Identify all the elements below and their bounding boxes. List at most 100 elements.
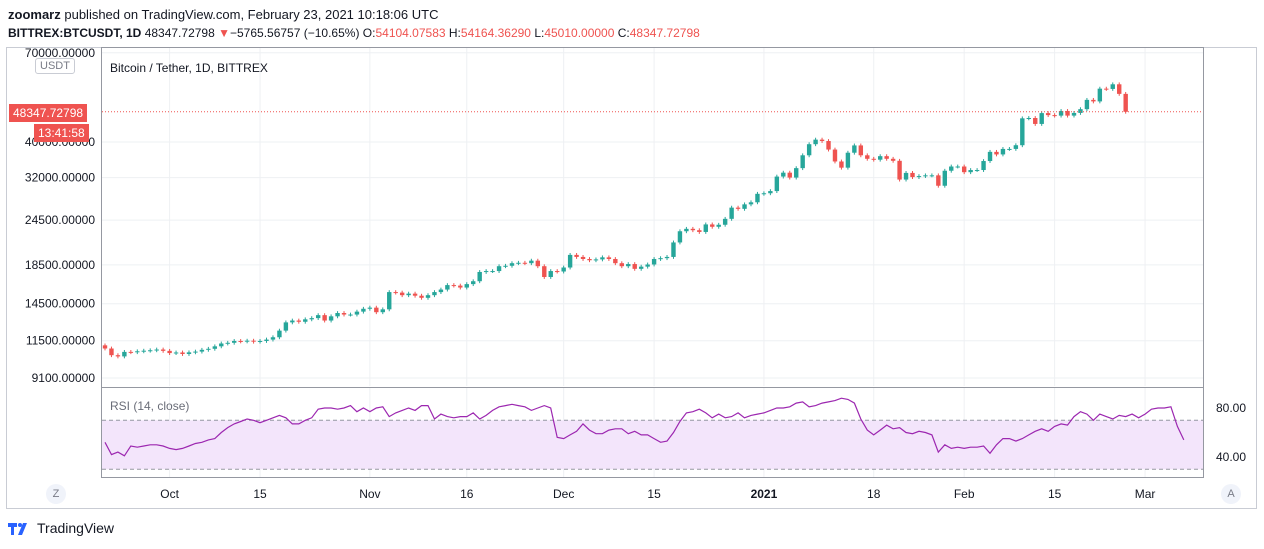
time-tick-label: Feb [954, 487, 975, 501]
candle [393, 290, 398, 295]
low-label: L: [534, 26, 545, 40]
candle [303, 317, 308, 324]
candle [781, 170, 786, 179]
candle [341, 311, 347, 317]
candle-body [1084, 99, 1090, 110]
candle [458, 283, 463, 290]
candle-body [257, 340, 263, 342]
candle [606, 255, 612, 261]
candle [735, 205, 741, 211]
candle [1110, 82, 1115, 91]
candle [529, 258, 534, 266]
currency-button[interactable]: USDT [35, 58, 75, 74]
candle [328, 314, 334, 323]
candle-body [173, 352, 179, 354]
close-label: C: [617, 26, 630, 40]
candle-body [477, 271, 482, 282]
candle-body [794, 168, 799, 178]
candle-body [206, 348, 211, 350]
candle-body [516, 262, 521, 264]
logo-text: TradingView [37, 520, 115, 536]
candle [981, 159, 986, 172]
candle [755, 191, 760, 205]
time-tick-label: Dec [553, 487, 574, 501]
candle [587, 257, 592, 263]
candle-body [994, 151, 999, 155]
candle [1058, 109, 1064, 118]
candle [128, 349, 134, 355]
candle [574, 252, 579, 259]
author[interactable]: zoomarz [8, 7, 61, 22]
candle [503, 263, 508, 269]
candle-body [109, 348, 114, 356]
countdown-tag: 13:41:58 [34, 124, 89, 142]
candle [244, 338, 250, 344]
candle-body [735, 207, 741, 209]
candle [826, 139, 831, 152]
pane-separator[interactable] [101, 387, 1204, 388]
candle [115, 353, 121, 359]
candle-body [167, 350, 172, 354]
candle-body [858, 145, 864, 156]
symbol-label: BITTREX:BTCUSDT, 1D [8, 26, 142, 40]
time-axis-labels: Oct 15 Nov 16 Dec 15 2021 18 Feb 15 Mar [160, 487, 1155, 501]
last-price-tag: 48347.72798 [9, 104, 88, 122]
time-tick-label: 15 [253, 487, 267, 501]
auto-scale-button[interactable]: A [1221, 484, 1241, 504]
candle-body [328, 316, 334, 321]
candle-body [425, 295, 431, 298]
candle [160, 347, 166, 353]
time-tick-label: 18 [867, 487, 881, 501]
candle-body [232, 340, 237, 343]
candle-body [542, 266, 547, 277]
tradingview-logo-icon [8, 523, 27, 535]
candle-body [826, 141, 831, 150]
candle-body [548, 271, 553, 277]
candle [806, 142, 812, 158]
candle [600, 255, 605, 262]
candle-body [729, 207, 734, 219]
candle-body [264, 339, 269, 341]
candle [923, 173, 928, 179]
price-axis-labels: 9100.00000 11500.00000 14500.00000 18500.00… [25, 46, 95, 385]
rsi-tick-label: 80.00 [1216, 401, 1246, 415]
tradingview-logo[interactable]: TradingView [8, 520, 114, 536]
candle [483, 269, 489, 274]
time-tick-label: Oct [160, 487, 179, 501]
candle-body [1033, 117, 1038, 124]
candle [432, 290, 437, 298]
candle-body [897, 160, 902, 180]
candle-body [154, 349, 159, 351]
candle [787, 170, 792, 180]
candle [322, 313, 327, 323]
candle-body [438, 289, 444, 293]
candle [522, 260, 528, 266]
candle-body [283, 322, 289, 331]
candle [916, 174, 922, 179]
candle [173, 350, 179, 356]
candle [794, 166, 799, 180]
candle [1039, 111, 1044, 126]
candle-body [1110, 84, 1115, 89]
candle-body [561, 267, 566, 272]
candle [832, 147, 838, 164]
candle-body [555, 271, 560, 273]
candle [464, 282, 469, 290]
candle-body [490, 271, 495, 273]
candle [1117, 82, 1122, 96]
candle-body [658, 258, 663, 260]
candle-body [929, 175, 935, 177]
candle-body [1058, 110, 1064, 116]
grid-lines [102, 48, 1203, 477]
candle-body [961, 166, 967, 173]
candle-body [1123, 93, 1128, 112]
zoom-button[interactable]: Z [46, 484, 66, 504]
candle-body [684, 228, 689, 232]
candle-body [1020, 118, 1025, 146]
price-tick-label: 11500.00000 [26, 334, 96, 348]
candle-body [270, 337, 276, 340]
time-tick-label: Nov [359, 487, 380, 501]
candle [1045, 111, 1051, 118]
candle [354, 309, 360, 317]
